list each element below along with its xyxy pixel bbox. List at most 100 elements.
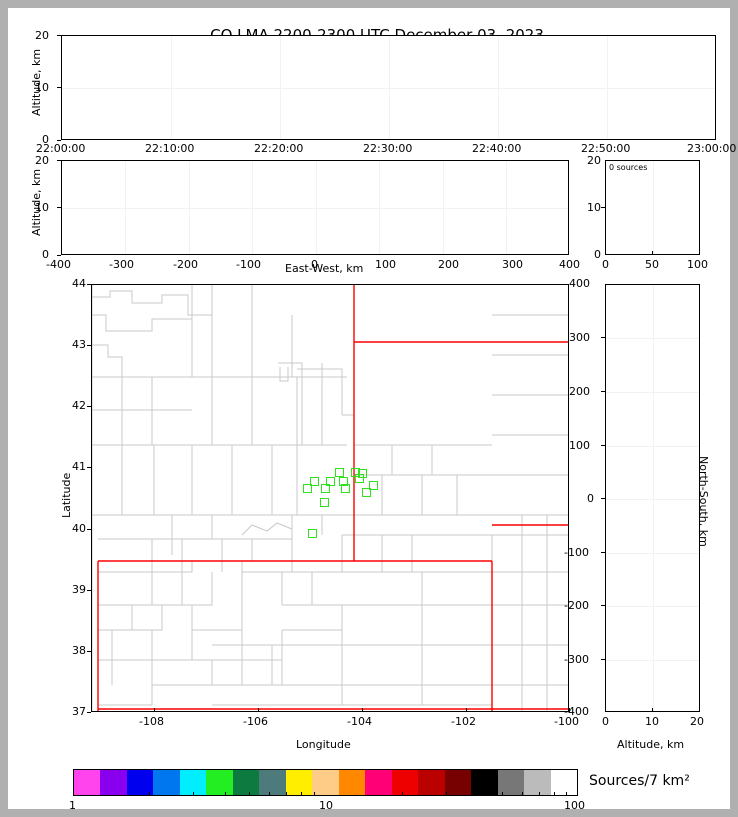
colorbar-segment xyxy=(126,770,154,795)
north-south-height-panel[interactable] xyxy=(605,284,700,712)
axis-label-north-south: North-South, km xyxy=(697,456,710,547)
colorbar-tick xyxy=(521,792,523,796)
y-tick xyxy=(57,87,61,88)
lma-source-marker xyxy=(326,476,336,486)
tick-label: -300 xyxy=(564,653,589,666)
colorbar-segment xyxy=(312,770,339,795)
colorbar-tick xyxy=(149,792,150,796)
x-tick xyxy=(362,708,363,712)
colorbar-tick-label: 1 xyxy=(69,799,76,812)
y-tick xyxy=(87,651,91,652)
plan-view-map-panel[interactable] xyxy=(91,284,569,712)
y-tick xyxy=(87,590,91,591)
time-height-panel[interactable] xyxy=(61,35,716,140)
y-tick xyxy=(601,605,605,606)
colorbar-segment xyxy=(497,770,525,795)
tick-label: -100 xyxy=(554,715,579,728)
y-tick xyxy=(57,160,61,161)
tick-label: 41 xyxy=(72,460,86,473)
x-tick xyxy=(569,708,570,712)
colorbar-segment xyxy=(524,770,551,795)
x-tick xyxy=(652,251,653,255)
tick-label: 50 xyxy=(645,258,659,271)
source-count-annotation: 0 sources xyxy=(609,163,648,172)
lma-source-marker xyxy=(307,529,317,539)
source-histogram-panel[interactable]: 0 sources xyxy=(605,160,700,255)
colorbar-tick xyxy=(249,792,251,796)
y-tick xyxy=(601,391,605,392)
colorbar-tick xyxy=(538,792,540,796)
tick-label: -106 xyxy=(243,715,268,728)
tick-label: 22:10:00 xyxy=(145,142,195,155)
east-west-height-panel[interactable] xyxy=(61,160,569,255)
tick-label: 0 xyxy=(42,133,49,146)
y-tick xyxy=(87,406,91,407)
y-tick xyxy=(57,255,61,256)
y-tick xyxy=(601,498,605,499)
x-tick xyxy=(258,708,259,712)
tick-label: 0 xyxy=(587,492,594,505)
tick-label: 38 xyxy=(72,644,86,657)
tick-label: 400 xyxy=(559,258,580,271)
colorbar-segment xyxy=(232,770,260,795)
tick-label: -200 xyxy=(173,258,198,271)
lma-source-marker xyxy=(340,484,350,494)
tick-label: 20 xyxy=(35,154,49,167)
sources-density-colorbar[interactable] xyxy=(73,769,578,796)
colorbar-tick xyxy=(193,792,195,796)
colorbar-segment xyxy=(74,770,101,795)
y-tick xyxy=(601,445,605,446)
colorbar-label: Sources/7 km² xyxy=(589,773,690,789)
colorbar-tick xyxy=(401,792,403,796)
tick-label: 200 xyxy=(569,385,590,398)
tick-label: -104 xyxy=(347,715,372,728)
y-tick xyxy=(87,284,91,285)
tick-label: 100 xyxy=(687,258,708,271)
colorbar-tick xyxy=(445,792,447,796)
y-tick xyxy=(87,345,91,346)
axis-label-longitude: Longitude xyxy=(296,738,351,751)
axis-label-altitude: Altitude, km xyxy=(617,738,685,751)
tick-label: 10 xyxy=(35,201,49,214)
tick-label: 0 xyxy=(42,248,49,261)
colorbar-segment xyxy=(365,770,392,795)
colorbar-tick xyxy=(225,792,227,796)
y-tick xyxy=(57,207,61,208)
tick-label: 0 xyxy=(594,248,601,261)
tick-label: 22:30:00 xyxy=(363,142,413,155)
map-geography xyxy=(92,285,568,711)
tick-label: 0 xyxy=(311,258,318,271)
colorbar-tick xyxy=(269,792,271,796)
tick-label: 10 xyxy=(35,81,49,94)
colorbar-tick xyxy=(286,792,288,796)
y-tick xyxy=(87,467,91,468)
lma-source-marker xyxy=(319,497,329,507)
tick-label: 23:00:00 xyxy=(687,142,737,155)
tick-label: 44 xyxy=(72,277,86,290)
axis-label-latitude: Latitude xyxy=(60,472,73,518)
tick-label: 10 xyxy=(587,201,601,214)
colorbar-tick xyxy=(301,792,303,796)
lma-source-marker xyxy=(334,468,344,478)
colorbar-tick xyxy=(313,792,315,796)
tick-label: 400 xyxy=(569,277,590,290)
y-tick xyxy=(87,529,91,530)
tick-label: 300 xyxy=(569,331,590,344)
tick-label: 22:00:00 xyxy=(36,142,86,155)
colorbar-tick xyxy=(553,792,555,796)
x-tick xyxy=(154,708,155,712)
colorbar-tick-label: 10 xyxy=(319,799,333,812)
lma-source-marker xyxy=(358,468,368,478)
lma-source-marker xyxy=(368,481,378,491)
lma-source-marker xyxy=(339,476,349,486)
x-tick xyxy=(652,708,653,712)
colorbar-segment xyxy=(153,770,180,795)
tick-label: 100 xyxy=(375,258,396,271)
colorbar-tick xyxy=(477,792,479,796)
tick-label: 42 xyxy=(72,399,86,412)
axis-label-east-west: East-West, km xyxy=(285,262,364,275)
tick-label: 10 xyxy=(645,715,659,728)
tick-label: 37 xyxy=(72,705,86,718)
colorbar-segment xyxy=(206,770,233,795)
